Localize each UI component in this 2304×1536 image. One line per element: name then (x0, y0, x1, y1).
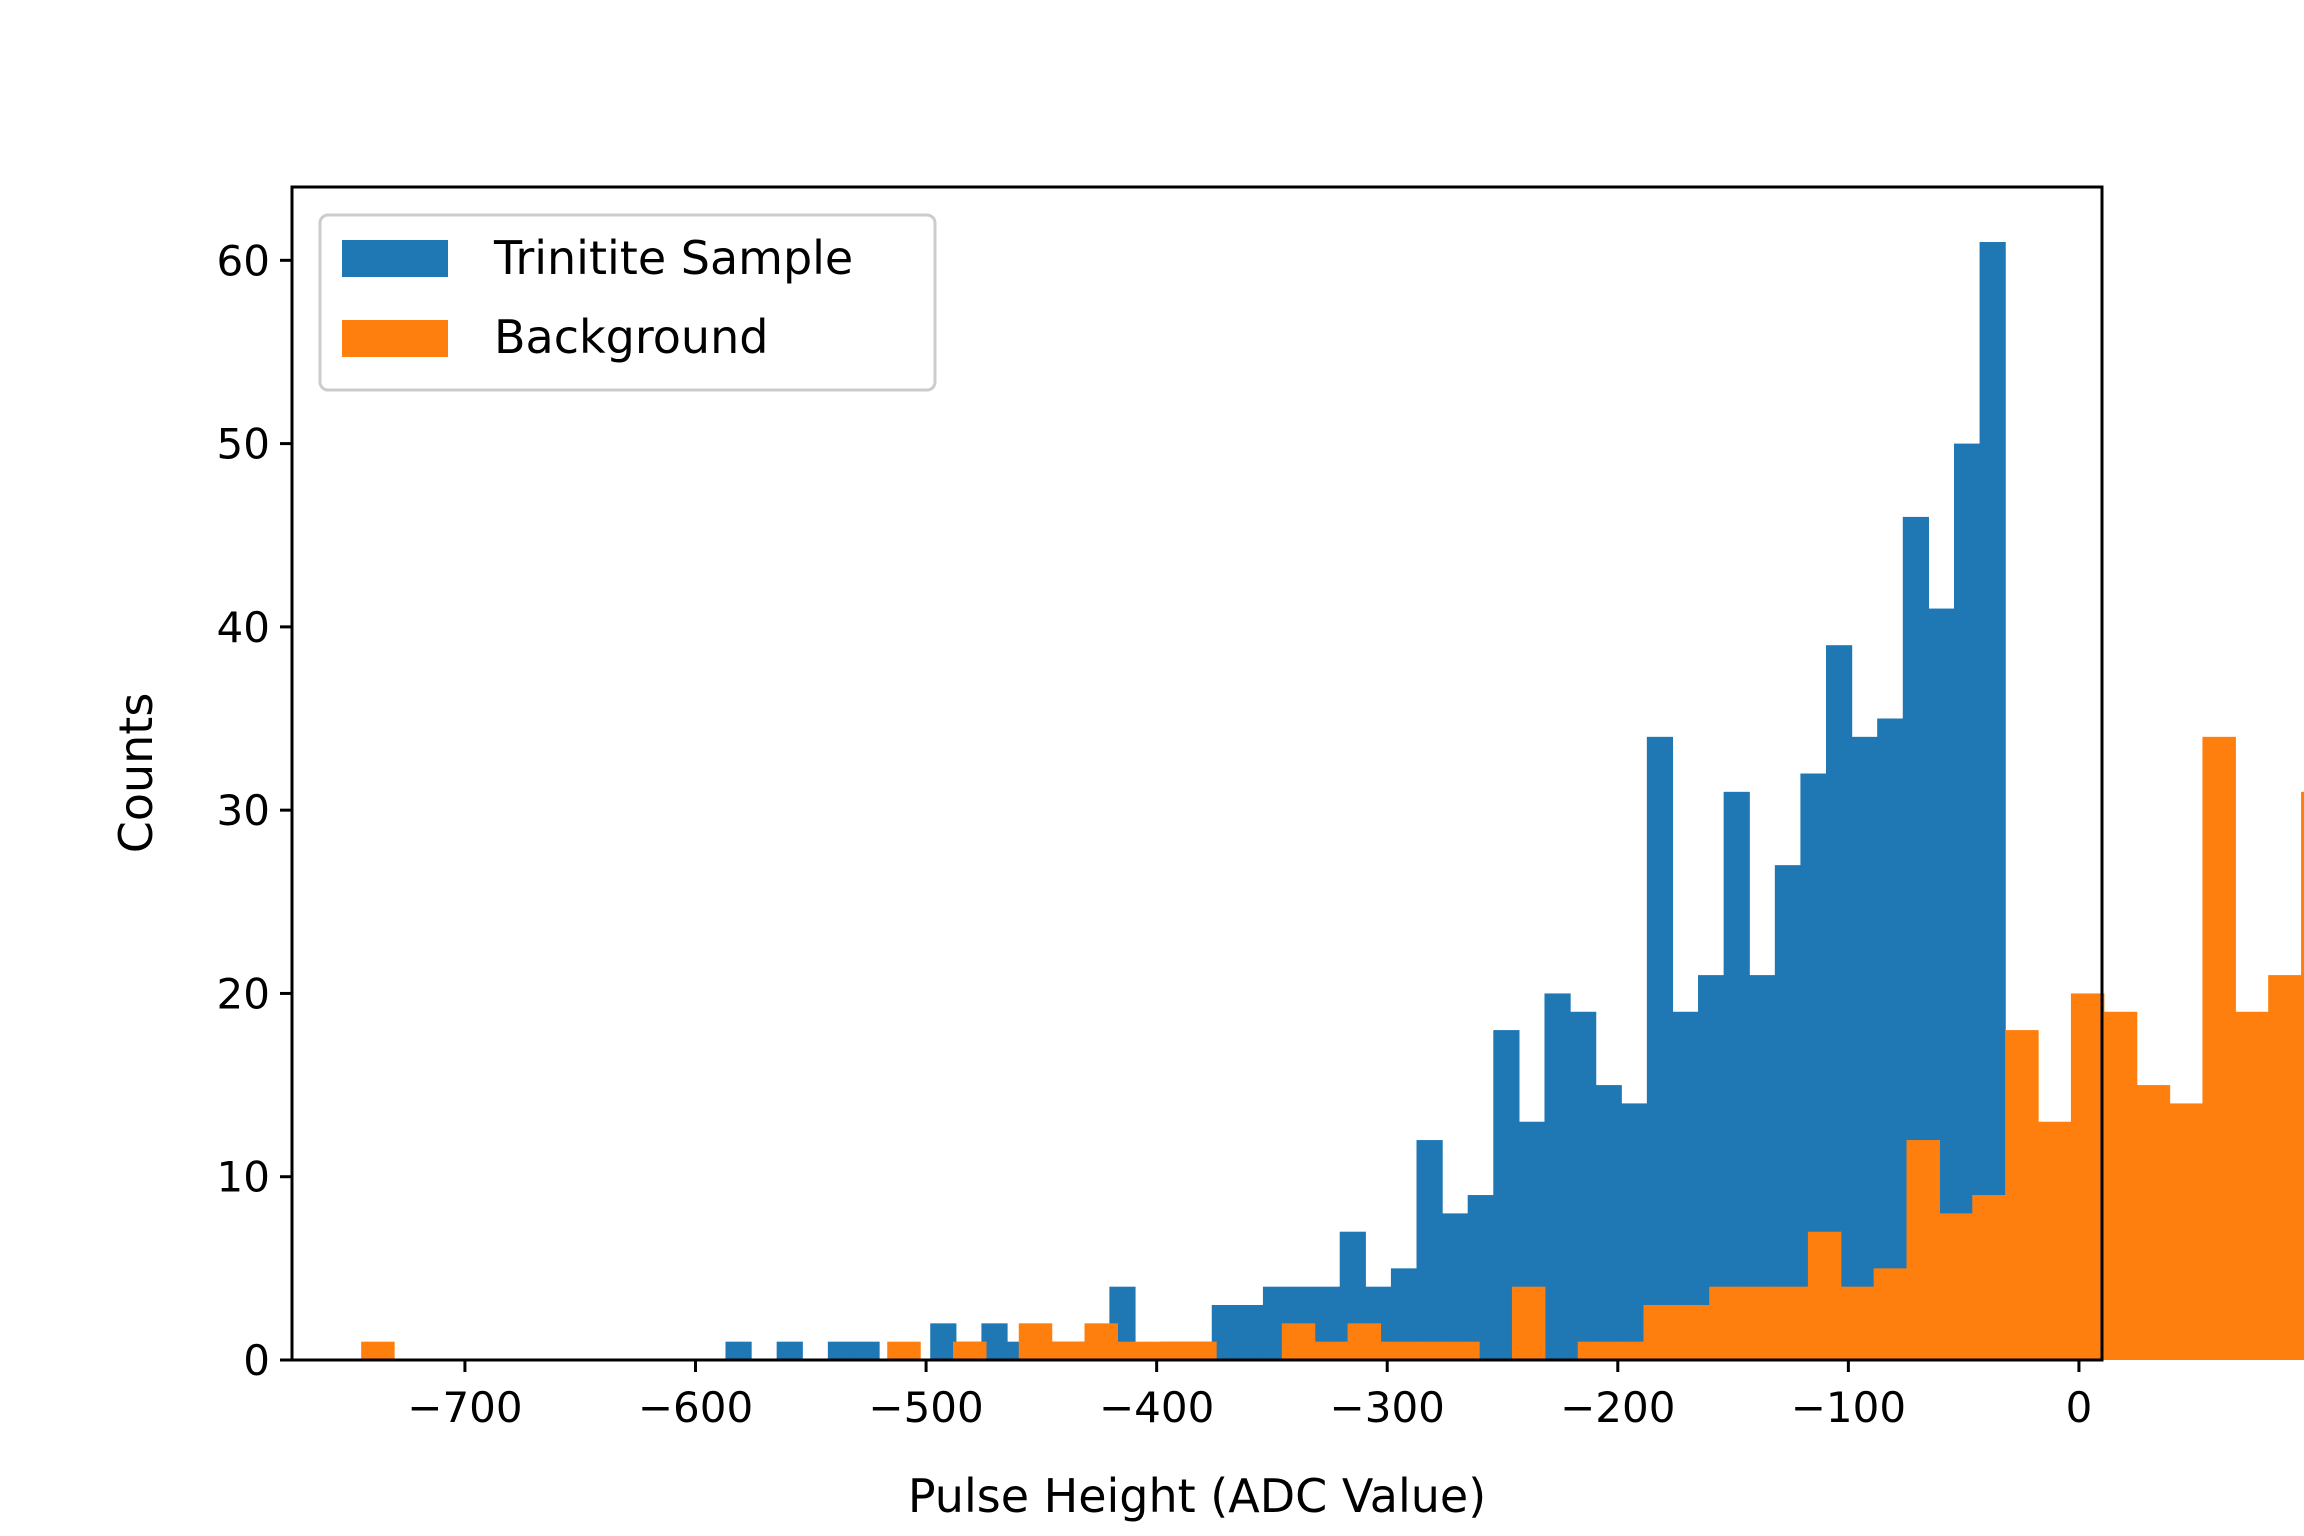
y-tick-label: 60 (217, 236, 270, 285)
trinitite-bar (827, 1341, 855, 1360)
y-tick-label: 20 (217, 969, 270, 1018)
background-bar (2103, 1011, 2138, 1360)
trinitite-bar (1672, 1011, 1699, 1360)
background-bar (1775, 1286, 1809, 1360)
trinitite-bar (1442, 1213, 1469, 1361)
background-bars (361, 736, 2304, 1361)
trinitite-bar (1646, 736, 1674, 1360)
background-bar (1807, 1231, 1842, 1360)
background-bar (887, 1341, 921, 1360)
x-tick-label: −300 (1330, 1383, 1445, 1432)
legend-swatch-trinitite (342, 240, 448, 277)
background-bar (1610, 1341, 1645, 1360)
trinitite-bar (1723, 791, 1750, 1360)
background-bar (2005, 1030, 2039, 1360)
background-bar (1380, 1341, 1414, 1360)
x-tick-label: −100 (1791, 1383, 1906, 1432)
x-tick-label: −700 (407, 1383, 522, 1432)
x-tick-label: −400 (1099, 1383, 1214, 1432)
y-axis-label: Counts (109, 693, 163, 854)
x-tick-label: −500 (868, 1383, 983, 1432)
legend-label-background: Background (494, 310, 768, 364)
background-bar (2235, 1011, 2269, 1360)
trinitite-bar (1467, 1195, 1494, 1360)
background-bar (1709, 1286, 1743, 1360)
background-bar (2070, 993, 2105, 1360)
background-bar (2169, 1103, 2204, 1360)
legend: Trinitite Sample Background (318, 213, 937, 392)
y-tick-label: 30 (217, 786, 270, 835)
background-bar (2038, 1121, 2072, 1360)
background-bar (953, 1341, 987, 1360)
background-bar (1018, 1323, 1053, 1360)
trinitite-bar (1595, 1085, 1622, 1360)
background-bar (2268, 975, 2302, 1360)
legend-swatch-background (342, 320, 448, 357)
background-bar (1511, 1286, 1546, 1360)
background-bar (2136, 1085, 2171, 1360)
trinitite-bar (853, 1341, 880, 1360)
trinitite-bar (776, 1341, 803, 1360)
background-bar (1676, 1305, 1710, 1360)
background-bar (1117, 1341, 1151, 1360)
background-bar (2202, 736, 2236, 1360)
background-bar (1347, 1323, 1382, 1360)
trinitite-bar (930, 1323, 957, 1360)
background-bar (1084, 1323, 1119, 1360)
trinitite-bars (725, 241, 2006, 1361)
trinitite-bar (725, 1341, 752, 1360)
trinitite-bar (1570, 1011, 1597, 1360)
y-tick-label: 50 (217, 420, 270, 469)
x-tick-label: −200 (1560, 1383, 1675, 1432)
trinitite-bar (1851, 736, 1878, 1360)
background-bar (1150, 1341, 1184, 1360)
trinitite-bar (1416, 1140, 1443, 1360)
x-axis-ticks: −700 −600 −500 −400 −300 −200 −100 0 (407, 1360, 2092, 1432)
background-bar (1314, 1341, 1349, 1360)
trinitite-bar (1877, 718, 1904, 1360)
y-tick-label: 10 (217, 1153, 270, 1202)
trinitite-bar (1621, 1103, 1648, 1360)
trinitite-bar (1774, 865, 1802, 1360)
x-tick-label: −600 (638, 1383, 753, 1432)
background-bar (1051, 1341, 1086, 1360)
trinitite-bar (1544, 993, 1571, 1360)
trinitite-bar (1979, 241, 2006, 1361)
background-bar (1281, 1323, 1316, 1360)
background-bar (1643, 1305, 1677, 1360)
plot-frame (290, 185, 2104, 1362)
legend-box (318, 213, 937, 392)
background-bar (1972, 1195, 2006, 1360)
background-bar (1906, 1140, 1940, 1360)
x-tick-label: 0 (2066, 1383, 2093, 1432)
background-bar (1446, 1341, 1480, 1360)
y-tick-label: 40 (217, 603, 270, 652)
background-bar (1939, 1213, 1973, 1361)
background-bar (1183, 1341, 1217, 1360)
background-bar (1742, 1286, 1776, 1360)
legend-label-trinitite: Trinitite Sample (493, 231, 853, 285)
x-axis-label: Pulse Height (ADC Value) (908, 1469, 1486, 1523)
y-axis-ticks: 0 10 20 30 40 50 60 (217, 236, 292, 1385)
background-bar (1577, 1341, 1612, 1360)
y-tick-label: 0 (243, 1336, 270, 1385)
trinitite-bar (1237, 1305, 1264, 1360)
background-bar (361, 1341, 395, 1360)
background-bar (1873, 1268, 1908, 1360)
background-bar (1840, 1286, 1875, 1360)
background-bar (1413, 1341, 1447, 1360)
background-bar (2301, 791, 2304, 1360)
